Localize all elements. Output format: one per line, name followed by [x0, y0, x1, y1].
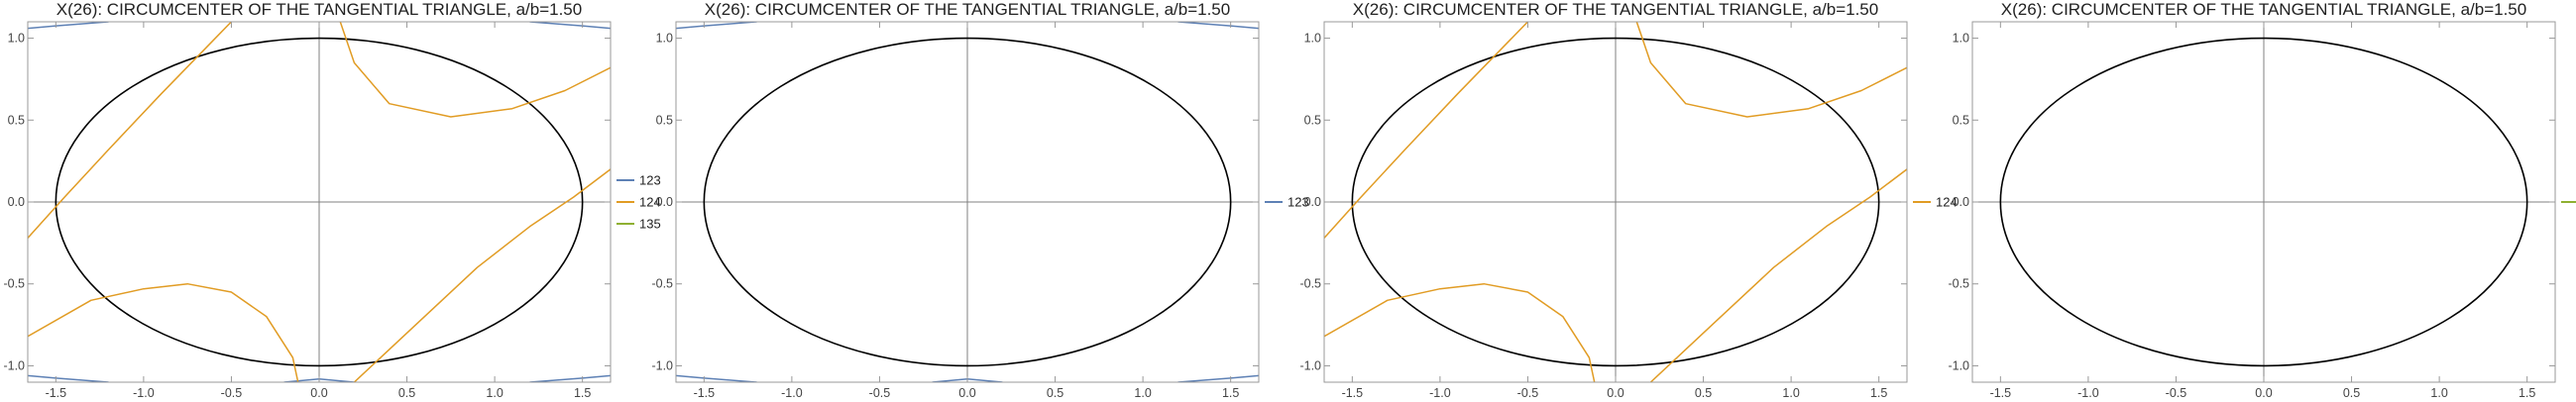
- series-123-curve: [28, 22, 109, 30]
- series-123-curve: [1177, 374, 1259, 382]
- series-group: [1324, 22, 1907, 382]
- x-tick-label: -0.5: [2166, 386, 2187, 400]
- x-tick-label: -1.0: [781, 386, 803, 400]
- series-124-curve: [28, 22, 232, 239]
- y-tick-label: 1.0: [1304, 32, 1321, 46]
- series-123-curve: [1177, 22, 1259, 30]
- y-tick-label: -0.5: [1948, 277, 1969, 291]
- y-tick-label: -1.0: [651, 358, 673, 372]
- x-tick-label: 0.0: [2255, 386, 2272, 400]
- y-tick-label: 0.0: [656, 195, 673, 209]
- x-tick-label: -0.5: [1517, 386, 1539, 400]
- x-tick-label: 1.5: [574, 386, 591, 400]
- legend-label-123: 123: [1288, 195, 1309, 210]
- x-tick-label: 0.0: [310, 386, 327, 400]
- x-tick-label: 1.5: [1222, 386, 1239, 400]
- series-124-curve: [28, 282, 299, 382]
- x-tick-label: 1.5: [1870, 386, 1887, 400]
- chart-title: X(26): CIRCUMCENTER OF THE TANGENTIAL TR…: [705, 0, 1230, 19]
- x-tick-label: 0.5: [398, 386, 415, 400]
- y-tick-label: 1.0: [8, 32, 25, 46]
- x-tick-label: 1.0: [1134, 386, 1151, 400]
- x-tick-label: -1.0: [2077, 386, 2099, 400]
- x-tick-label: 1.5: [2519, 386, 2535, 400]
- x-tick-label: -1.0: [133, 386, 155, 400]
- series-124-curve: [1324, 282, 1596, 382]
- chart-panel-1: X(26): CIRCUMCENTER OF THE TANGENTIAL TR…: [0, 0, 660, 402]
- y-tick-label: 0.5: [8, 113, 25, 127]
- caustic-ellipse: [703, 37, 1232, 367]
- series-123-curve: [28, 374, 109, 382]
- series-123-curve: [529, 22, 611, 30]
- y-tick-label: 0.5: [1304, 113, 1321, 127]
- chart-svg-2: X(26): CIRCUMCENTER OF THE TANGENTIAL TR…: [651, 0, 1308, 400]
- series-124-curve: [353, 168, 611, 382]
- legend-label-135: 135: [639, 217, 661, 232]
- series-124-curve: [1324, 22, 1528, 239]
- x-tick-label: -1.5: [1342, 386, 1364, 400]
- x-tick-label: 0.0: [958, 386, 975, 400]
- y-tick-label: 0.0: [8, 195, 25, 209]
- x-tick-label: 1.0: [486, 386, 503, 400]
- series-123-curve: [676, 22, 757, 30]
- series-group: [28, 22, 611, 382]
- x-tick-label: -1.5: [46, 386, 67, 400]
- chart-svg-4: X(26): CIRCUMCENTER OF THE TANGENTIAL TR…: [1948, 0, 2576, 400]
- caustic-ellipse: [1351, 37, 1880, 367]
- y-tick-label: 1.0: [656, 32, 673, 46]
- x-tick-label: 1.0: [2430, 386, 2447, 400]
- x-tick-label: -0.5: [869, 386, 891, 400]
- x-tick-label: 0.5: [1695, 386, 1712, 400]
- x-tick-label: 0.0: [1607, 386, 1624, 400]
- caustic-ellipse: [55, 37, 584, 367]
- y-tick-label: 0.0: [1953, 195, 1969, 209]
- x-tick-label: -1.5: [694, 386, 716, 400]
- caustic-ellipse: [1999, 37, 2528, 367]
- y-tick-label: -1.0: [3, 358, 25, 372]
- chart-svg-1: X(26): CIRCUMCENTER OF THE TANGENTIAL TR…: [3, 0, 660, 400]
- x-tick-label: -1.5: [1990, 386, 2012, 400]
- y-tick-label: -0.5: [651, 277, 673, 291]
- series-124-curve: [1649, 168, 1907, 382]
- x-tick-label: 0.5: [2343, 386, 2360, 400]
- y-tick-label: -1.0: [1948, 358, 1969, 372]
- y-tick-label: -0.5: [3, 277, 25, 291]
- legend-label-124: 124: [639, 195, 661, 210]
- legend-label-123: 123: [639, 173, 661, 188]
- x-tick-label: 0.5: [1047, 386, 1064, 400]
- chart-panel-4: X(26): CIRCUMCENTER OF THE TANGENTIAL TR…: [1945, 0, 2576, 402]
- x-tick-label: -1.0: [1429, 386, 1451, 400]
- series-124-curve: [1635, 22, 1907, 118]
- series-123-curve: [676, 374, 757, 382]
- legend-label-124: 124: [1936, 195, 1958, 210]
- series-123-curve: [529, 374, 611, 382]
- chart-panel-3: X(26): CIRCUMCENTER OF THE TANGENTIAL TR…: [1296, 0, 1957, 402]
- chart-title: X(26): CIRCUMCENTER OF THE TANGENTIAL TR…: [1353, 0, 1878, 19]
- series-124-curve: [339, 22, 611, 118]
- y-tick-label: -1.0: [1299, 358, 1321, 372]
- x-tick-label: 1.0: [1782, 386, 1799, 400]
- chart-title: X(26): CIRCUMCENTER OF THE TANGENTIAL TR…: [2001, 0, 2526, 19]
- y-tick-label: 1.0: [1953, 32, 1969, 46]
- y-tick-label: 0.5: [656, 113, 673, 127]
- y-tick-label: 0.0: [1304, 195, 1321, 209]
- chart-panel-2: X(26): CIRCUMCENTER OF THE TANGENTIAL TR…: [648, 0, 1308, 402]
- y-tick-label: 0.5: [1953, 113, 1969, 127]
- chart-title: X(26): CIRCUMCENTER OF THE TANGENTIAL TR…: [56, 0, 582, 19]
- chart-svg-3: X(26): CIRCUMCENTER OF THE TANGENTIAL TR…: [1299, 0, 1957, 400]
- x-tick-label: -0.5: [221, 386, 243, 400]
- y-tick-label: -0.5: [1299, 277, 1321, 291]
